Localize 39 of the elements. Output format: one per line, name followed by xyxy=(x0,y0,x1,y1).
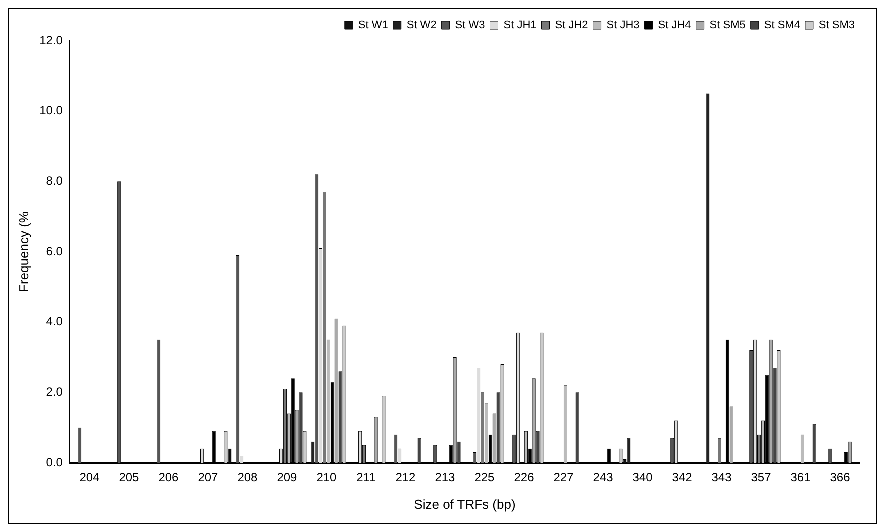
y-tick-label: 10.0 xyxy=(40,104,64,118)
legend-label: St SM5 xyxy=(710,20,746,32)
legend-label: St JH3 xyxy=(606,20,640,32)
x-tick-label: 340 xyxy=(632,470,654,485)
x-tick-label: 343 xyxy=(712,470,732,485)
legend-label: St W3 xyxy=(455,20,486,32)
x-tick-label: 227 xyxy=(554,470,574,485)
legend-label: St JH2 xyxy=(555,20,588,32)
x-tick-label: 213 xyxy=(435,470,456,485)
legend-label: St JH4 xyxy=(658,20,692,32)
x-tick-label: 212 xyxy=(396,470,416,485)
legend-label: St JH1 xyxy=(504,20,537,32)
y-tick-label: 2.0 xyxy=(46,384,64,399)
x-tick-label: 206 xyxy=(158,470,180,485)
x-axis-title: Size of TRFs (bp) xyxy=(414,496,516,512)
legend-label: St W1 xyxy=(358,20,388,32)
y-tick-label: 0.0 xyxy=(46,455,64,470)
legend-label: St W2 xyxy=(406,20,437,32)
x-tick-label: 225 xyxy=(474,470,496,485)
legend-label: St SM4 xyxy=(764,20,800,32)
x-tick-label: 243 xyxy=(593,470,614,485)
y-tick-label: 6.0 xyxy=(46,244,64,258)
x-tick-label: 342 xyxy=(672,470,693,485)
x-tick-label: 226 xyxy=(514,470,535,485)
legend-label: St SM3 xyxy=(818,20,856,32)
x-tick-label: 211 xyxy=(356,470,376,485)
x-tick-label: 205 xyxy=(119,470,140,485)
y-axis-title: Frequency (% xyxy=(16,211,32,292)
y-tick-label: 8.0 xyxy=(46,174,64,188)
x-tick-label: 210 xyxy=(316,470,338,485)
y-tick-label: 4.0 xyxy=(46,314,64,329)
x-tick-label: 207 xyxy=(198,470,219,485)
x-tick-label: 208 xyxy=(238,470,258,485)
x-tick-label: 204 xyxy=(80,470,100,485)
x-tick-label: 366 xyxy=(830,470,851,485)
x-tick-label: 361 xyxy=(790,470,812,485)
x-tick-label: 357 xyxy=(751,470,772,485)
x-tick-label: 209 xyxy=(277,470,298,485)
y-tick-label: 12.0 xyxy=(40,33,64,48)
